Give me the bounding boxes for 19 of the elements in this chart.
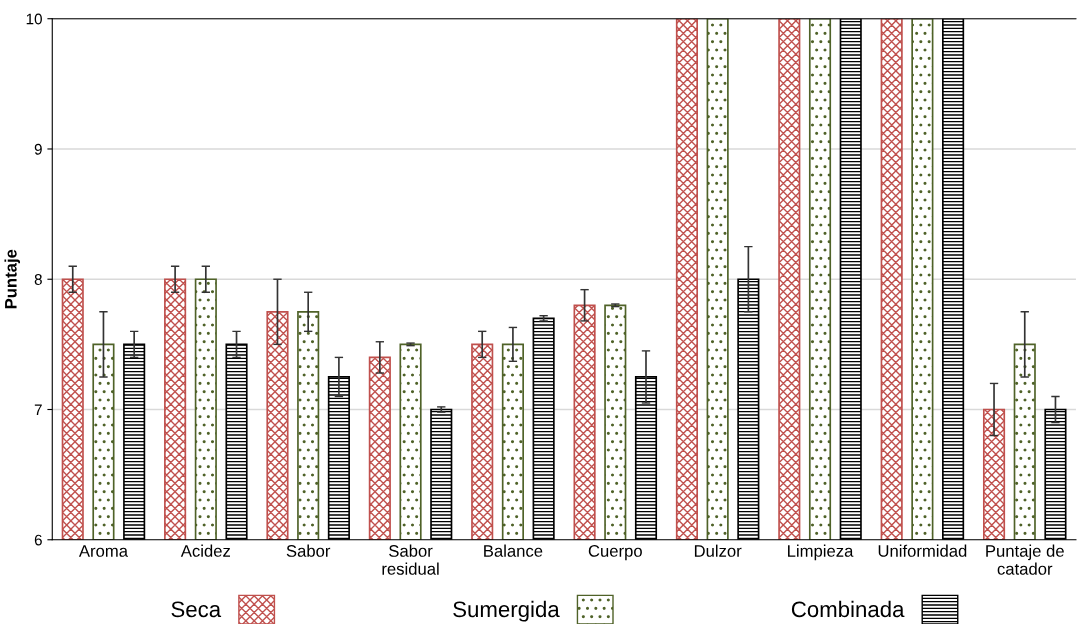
y-axis-title: Puntaje <box>4 249 20 309</box>
x-tick-label: Balance <box>484 544 543 557</box>
legend-label: Sumergida <box>453 600 560 622</box>
x-tick-label: Uniformidad <box>878 544 967 557</box>
y-tick-label: 9 <box>34 143 42 155</box>
x-tick-label: Acidez <box>180 544 230 557</box>
x-tick-label: Cuerpo <box>588 545 642 561</box>
x-tick-label: Puntaje de catador <box>986 544 1064 575</box>
x-tick-label: Aroma <box>78 545 128 557</box>
legend-label: Seca <box>171 601 222 618</box>
x-tick-label: Sabor <box>286 544 331 557</box>
x-tick-label: Sabor residual <box>382 544 439 575</box>
y-tick-label: 7 <box>34 404 42 416</box>
y-tick-label: 10 <box>26 13 42 25</box>
y-tick-label: 8 <box>34 274 42 285</box>
y-tick-label: 6 <box>34 534 42 546</box>
legend-label: Combinada <box>791 600 905 618</box>
x-tick-label: Dulzor <box>694 544 742 557</box>
x-tick-label: Limpieza <box>788 544 854 561</box>
